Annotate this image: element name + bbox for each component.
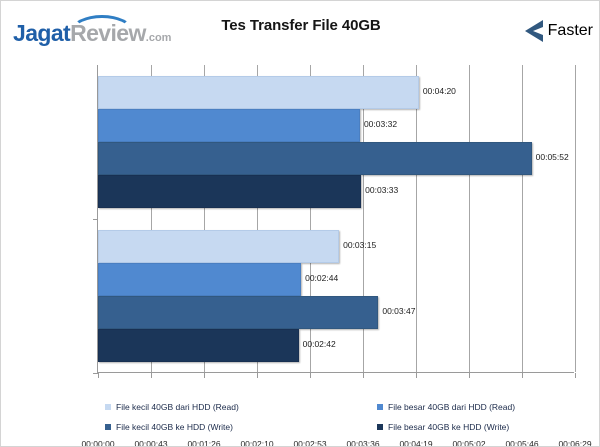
legend-label-2: File kecil 40GB ke HDD (Write) xyxy=(116,422,233,432)
bar-value-label: 00:03:15 xyxy=(343,239,377,250)
plot-area: 00:00:00 00:00:43 00:01:26 00:02:10 00:02:53… xyxy=(81,65,592,446)
arc-icon xyxy=(71,15,133,31)
x-axis-tick xyxy=(204,373,205,378)
x-axis-tick xyxy=(363,373,364,378)
gridline xyxy=(257,65,258,372)
x-axis-tick xyxy=(98,373,99,378)
x-axis-tick xyxy=(575,373,576,378)
x-axis-label: 00:05:46 xyxy=(505,439,539,447)
x-axis-label: 00:04:19 xyxy=(399,439,433,447)
gridline xyxy=(575,65,576,372)
bar-value-label: 00:04:20 xyxy=(422,85,456,96)
x-axis-tick xyxy=(151,373,152,378)
x-axis-label: 00:03:36 xyxy=(346,439,380,447)
legend-item-0: File kecil 40GB dari HDD (Read) xyxy=(105,402,239,412)
chart-legend: File kecil 40GB dari HDD (Read) File bes… xyxy=(1,399,599,443)
faster-label: Faster xyxy=(547,22,593,39)
bar-value-label: 00:02:44 xyxy=(305,272,339,283)
x-axis-label: 00:01:26 xyxy=(187,439,221,447)
gridline xyxy=(363,65,364,372)
y-axis-tick xyxy=(93,373,98,374)
x-axis-label: 00:02:53 xyxy=(293,439,327,447)
gridline xyxy=(310,65,311,372)
bar xyxy=(98,175,362,208)
x-axis-tick xyxy=(416,373,417,378)
x-axis-tick xyxy=(257,373,258,378)
gridline xyxy=(416,65,417,372)
legend-item-2: File kecil 40GB ke HDD (Write) xyxy=(105,422,233,432)
legend-swatch-2 xyxy=(105,424,111,430)
bar xyxy=(98,296,379,329)
x-axis-label: 00:06:29 xyxy=(558,439,592,447)
bar xyxy=(98,109,360,142)
legend-item-3: File besar 40GB ke HDD (Write) xyxy=(377,422,509,432)
gridline xyxy=(151,65,152,372)
x-axis-tick xyxy=(310,373,311,378)
bar xyxy=(98,230,340,263)
bar-value-label: 00:03:32 xyxy=(363,118,398,129)
legend-label-3: File besar 40GB ke HDD (Write) xyxy=(388,422,510,432)
logo-text-review: Review xyxy=(70,20,146,46)
logo-text-com: .com xyxy=(145,32,172,44)
bar xyxy=(98,329,299,362)
jagatreview-logo: JagatReview.com xyxy=(13,15,173,45)
legend-swatch-0 xyxy=(105,404,111,410)
bar-value-label: 00:03:47 xyxy=(382,305,416,316)
logo-text-jagat: Jagat xyxy=(13,20,71,46)
bar-value-label: 00:05:52 xyxy=(535,151,569,162)
legend-swatch-3 xyxy=(377,424,383,430)
x-axis-tick xyxy=(522,373,523,378)
bar-value-label: 00:03:33 xyxy=(365,184,399,195)
legend-item-1: File besar 40GB dari HDD (Read) xyxy=(377,402,515,412)
x-axis-label: 00:00:00 xyxy=(81,439,115,447)
bar xyxy=(98,263,302,296)
chart-header: JagatReview.com Tes Transfer File 40GB F… xyxy=(1,1,599,57)
gridline xyxy=(469,65,470,372)
bar xyxy=(98,142,532,175)
gridline xyxy=(522,65,523,372)
left-chevron-icon xyxy=(524,20,543,42)
faster-indicator: Faster xyxy=(523,18,593,44)
legend-swatch-1 xyxy=(377,404,383,410)
x-axis-label: 00:02:10 xyxy=(240,439,274,447)
page-title: Tes Transfer File 40GB xyxy=(221,17,381,34)
legend-label-0: File kecil 40GB dari HDD (Read) xyxy=(116,402,239,412)
gridline xyxy=(204,65,205,372)
bar xyxy=(98,76,419,109)
bar-value-label: 00:02:42 xyxy=(302,338,336,349)
x-axis-label: 00:05:02 xyxy=(452,439,486,447)
y-axis-tick xyxy=(93,219,98,220)
x-axis-tick xyxy=(469,373,470,378)
logo-text: JagatReview.com xyxy=(13,21,171,50)
x-axis-label: 00:00:43 xyxy=(134,439,168,447)
legend-label-1: File besar 40GB dari HDD (Read) xyxy=(388,402,516,412)
